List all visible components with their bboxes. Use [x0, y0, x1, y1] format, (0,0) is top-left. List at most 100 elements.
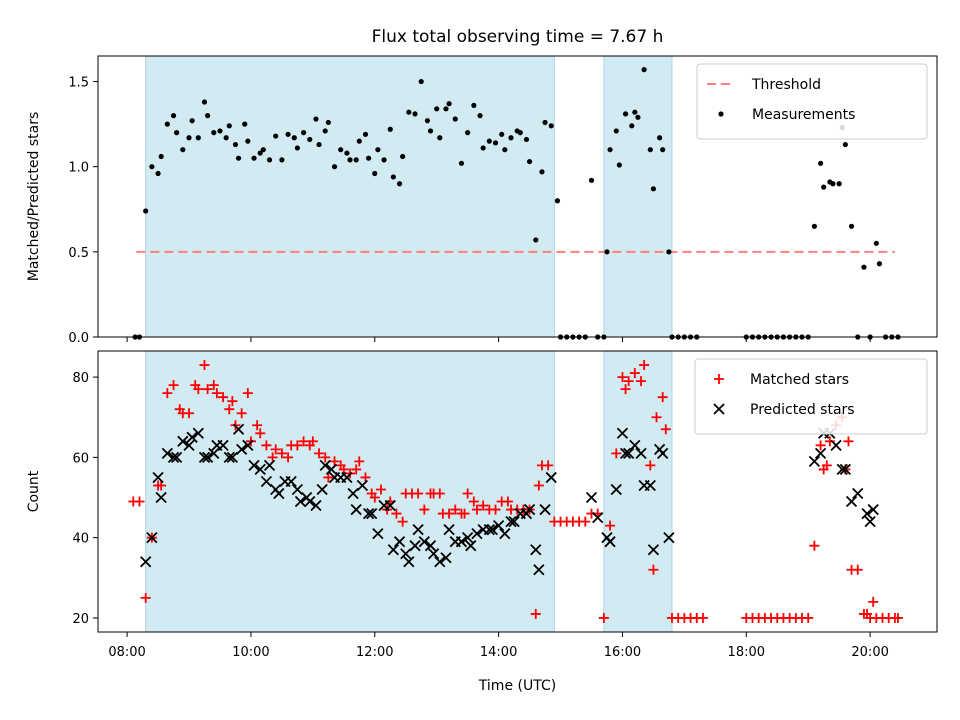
data-point	[873, 240, 879, 246]
data-point	[867, 503, 879, 516]
data-point	[821, 184, 827, 190]
data-point	[193, 384, 204, 395]
data-point	[331, 164, 338, 170]
data-point	[657, 447, 669, 460]
data-point	[390, 174, 396, 180]
data-point	[143, 208, 149, 214]
data-point	[177, 435, 189, 447]
data-point	[629, 123, 635, 129]
data-point	[186, 135, 192, 141]
data-point	[270, 444, 281, 455]
data-point	[158, 153, 164, 160]
data-point	[325, 119, 331, 126]
data-point	[211, 130, 217, 136]
data-point	[808, 455, 821, 468]
x-tick-label: 14:00	[480, 645, 517, 660]
data-point	[347, 487, 359, 500]
data-point	[235, 155, 242, 161]
data-point	[391, 508, 402, 519]
data-point	[170, 113, 177, 119]
observing-window-1	[145, 55, 555, 338]
data-point	[338, 147, 344, 153]
data-point	[530, 544, 542, 556]
data-point	[639, 360, 650, 371]
data-point	[167, 451, 180, 464]
data-point	[211, 388, 222, 399]
data-point	[146, 532, 158, 544]
data-point	[477, 113, 483, 119]
data-point	[443, 106, 449, 112]
chart-title: Flux total observing time = 7.67 h	[372, 27, 664, 47]
data-point	[316, 141, 322, 148]
data-point	[647, 147, 653, 153]
data-point	[443, 523, 455, 536]
legend-label: Matched stars	[750, 372, 849, 388]
data-point	[223, 451, 235, 464]
data-point	[645, 460, 656, 471]
data-point	[242, 388, 253, 399]
data-point	[613, 128, 619, 134]
x-tick-label: 12:00	[356, 645, 393, 660]
data-point	[273, 133, 279, 139]
y-axis-title: Count	[26, 470, 42, 512]
data-point	[444, 508, 455, 519]
data-point	[434, 556, 446, 568]
data-point	[294, 145, 300, 151]
data-point	[224, 404, 235, 415]
data-point	[644, 479, 656, 492]
data-point	[623, 447, 635, 460]
data-point	[459, 508, 470, 519]
data-point	[648, 564, 659, 575]
data-point	[490, 504, 501, 515]
data-point	[350, 503, 362, 516]
data-point	[412, 111, 418, 117]
data-point	[499, 131, 505, 137]
data-point	[462, 488, 473, 499]
y-tick-label: 20	[72, 612, 89, 627]
data-point	[307, 136, 313, 143]
data-point	[341, 471, 353, 484]
data-point	[617, 372, 628, 383]
data-point	[548, 123, 554, 129]
data-point	[427, 128, 434, 134]
data-point	[455, 536, 468, 548]
data-point	[263, 459, 276, 472]
data-point	[598, 612, 609, 623]
panel-2: 20 40 60 80 Count 08:00 10:00 12:00 14:00 16:00 18…	[26, 350, 938, 660]
data-point	[830, 439, 842, 451]
data-point	[156, 480, 167, 491]
data-point	[486, 138, 492, 144]
x-tick-label: 16:00	[604, 645, 641, 660]
data-point	[418, 78, 424, 85]
legend-symbol	[714, 374, 724, 384]
panel-1: 0.0 0.5 1.0 1.5 Matched/Predicted stars Thres…	[26, 55, 938, 346]
data-point	[427, 548, 440, 560]
data-point	[868, 596, 879, 607]
data-point	[387, 544, 399, 556]
data-point	[545, 471, 557, 484]
y-tick-label: 1.5	[68, 76, 89, 91]
data-point	[505, 515, 517, 528]
data-point	[480, 145, 486, 151]
data-point	[434, 106, 440, 112]
data-point	[502, 147, 508, 153]
data-point	[283, 452, 294, 463]
data-point	[183, 439, 195, 451]
data-point	[629, 368, 640, 379]
data-point	[208, 447, 220, 460]
data-point	[543, 460, 554, 471]
data-point	[892, 612, 903, 623]
data-point	[465, 540, 477, 552]
data-point	[267, 452, 278, 463]
data-point	[413, 488, 424, 499]
data-point	[384, 499, 396, 512]
data-point	[260, 147, 266, 153]
data-point	[199, 360, 210, 371]
data-point	[483, 523, 495, 536]
data-point	[400, 548, 412, 560]
data-point	[186, 431, 198, 443]
data-point	[533, 237, 539, 243]
data-point	[424, 540, 437, 552]
data-point	[803, 612, 814, 623]
x-tick-label: 10:00	[232, 645, 269, 660]
